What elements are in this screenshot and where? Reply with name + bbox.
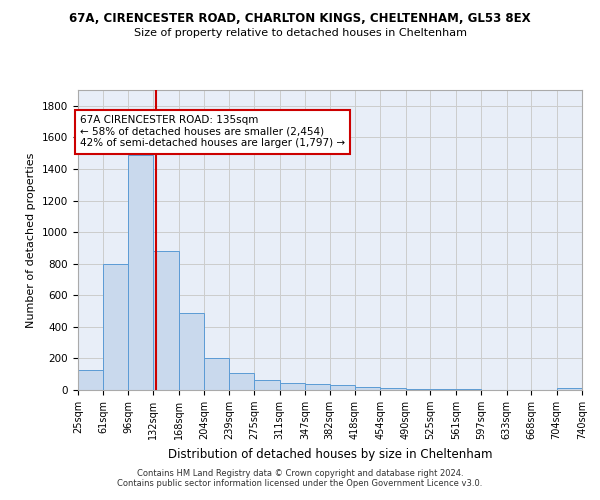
Bar [430, 389, 456, 390]
Bar [254, 380, 280, 390]
Bar [78, 370, 103, 390]
Bar [456, 389, 481, 390]
Bar [103, 264, 128, 390]
Bar [305, 384, 329, 390]
Bar [380, 388, 406, 390]
Bar [154, 251, 179, 390]
Text: Contains HM Land Registry data © Crown copyright and database right 2024.: Contains HM Land Registry data © Crown c… [137, 468, 463, 477]
Bar [329, 386, 355, 390]
Bar [128, 154, 154, 390]
Bar [229, 374, 254, 390]
Text: 67A, CIRENCESTER ROAD, CHARLTON KINGS, CHELTENHAM, GL53 8EX: 67A, CIRENCESTER ROAD, CHARLTON KINGS, C… [69, 12, 531, 26]
Bar [557, 388, 582, 390]
Bar [204, 358, 229, 390]
Y-axis label: Number of detached properties: Number of detached properties [26, 152, 37, 328]
Text: Size of property relative to detached houses in Cheltenham: Size of property relative to detached ho… [133, 28, 467, 38]
Bar [355, 387, 380, 390]
Text: Contains public sector information licensed under the Open Government Licence v3: Contains public sector information licen… [118, 478, 482, 488]
Text: 67A CIRENCESTER ROAD: 135sqm
← 58% of detached houses are smaller (2,454)
42% of: 67A CIRENCESTER ROAD: 135sqm ← 58% of de… [80, 116, 345, 148]
Bar [280, 383, 305, 390]
X-axis label: Distribution of detached houses by size in Cheltenham: Distribution of detached houses by size … [168, 448, 492, 460]
Bar [406, 389, 430, 390]
Bar [179, 312, 204, 390]
